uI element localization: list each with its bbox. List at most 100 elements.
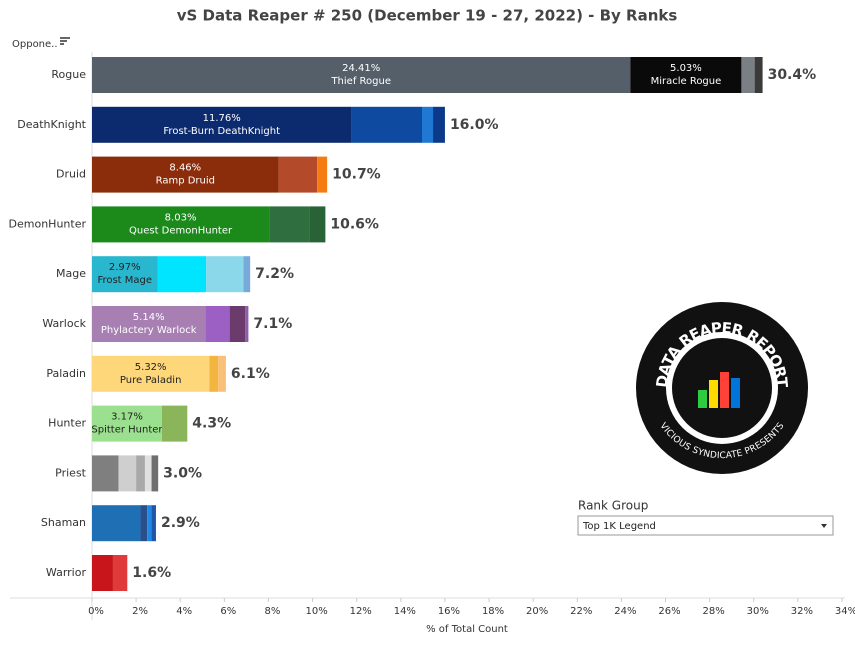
data-label: 8.03% (165, 212, 197, 223)
bar-segment (351, 106, 422, 143)
segment-name: Ramp Druid (156, 176, 215, 187)
x-tick-label: 34% (835, 606, 855, 617)
x-tick-label: 30% (747, 606, 769, 617)
bar-segment (144, 455, 152, 492)
bar-segment (309, 206, 326, 243)
bar-segment (161, 405, 188, 442)
bar-segment (112, 555, 128, 591)
x-tick-label: 26% (658, 606, 680, 617)
data-label: 2.97% (109, 262, 141, 273)
data-label: 5.32% (135, 362, 167, 373)
y-tick-label: Rogue (51, 68, 86, 81)
bar-segment (754, 57, 763, 93)
total-label: 16.0% (450, 117, 499, 133)
bar-segment (151, 505, 156, 542)
bar-segment (92, 206, 270, 243)
filter-label[interactable]: Oppone.. (12, 39, 58, 50)
y-tick-label: DemonHunter (9, 217, 87, 230)
logo: DATA REAPER REPORT VICIOUS SYNDICATE PRE… (636, 302, 808, 474)
total-label: 7.1% (253, 316, 292, 332)
bar-segment (157, 256, 207, 293)
y-tick-label: DeathKnight (17, 118, 86, 131)
y-tick-label: Shaman (41, 516, 86, 529)
segment-name: Pure Paladin (120, 375, 182, 386)
dropdown-arrow[interactable] (821, 524, 827, 528)
x-tick-label: 20% (526, 606, 548, 617)
bar-segment (92, 405, 162, 442)
x-tick-label: 16% (438, 606, 460, 617)
x-tick-label: 28% (703, 606, 725, 617)
bar-segment (205, 306, 230, 342)
bar-segment (278, 156, 318, 193)
chart-title: vS Data Reaper # 250 (December 19 - 27, … (177, 7, 678, 25)
segment-name: Quest DemonHunter (129, 225, 233, 236)
bar-segment (209, 355, 219, 392)
bar-segment (630, 57, 742, 93)
bar-segment (269, 206, 310, 243)
data-label: 5.14% (133, 312, 165, 323)
rank-group-title: Rank Group (578, 499, 648, 513)
total-label: 10.7% (332, 167, 381, 183)
y-tick-label: Priest (55, 466, 87, 479)
bar-segment (147, 505, 152, 542)
x-tick-label: 22% (570, 606, 592, 617)
bar-segment (92, 455, 119, 492)
bar-segment (422, 106, 434, 143)
segment-name: Frost Mage (97, 275, 152, 286)
data-label: 24.41% (342, 63, 380, 74)
bar-segment (118, 455, 137, 492)
rank-group-value[interactable]: Top 1K Legend (582, 521, 656, 532)
y-tick-label: Mage (56, 267, 86, 280)
bar-segment (741, 57, 755, 93)
x-tick-label: 6% (220, 606, 236, 617)
bar-segment (92, 106, 352, 143)
bar-segment (206, 256, 244, 293)
x-tick-label: 12% (350, 606, 372, 617)
bar-segment (92, 256, 158, 293)
x-tick-label: 14% (394, 606, 416, 617)
y-tick-label: Druid (56, 168, 86, 181)
bar-segment (92, 355, 210, 392)
x-tick-label: 18% (482, 606, 504, 617)
segment-name: Frost-Burn DeathKnight (163, 126, 280, 137)
x-tick-label: 8% (265, 606, 281, 617)
x-tick-label: 2% (132, 606, 148, 617)
bar-segment (218, 355, 226, 392)
bar-segment (136, 455, 145, 492)
bar-segment (92, 555, 113, 591)
x-tick-label: 24% (614, 606, 636, 617)
sort-icon[interactable] (60, 37, 70, 45)
data-label: 3.17% (111, 412, 143, 423)
total-label: 3.0% (163, 465, 202, 481)
total-label: 4.3% (192, 416, 231, 432)
x-axis-label: % of Total Count (426, 624, 508, 635)
bar-segment (229, 306, 246, 342)
segment-name: Spitter Hunter (91, 425, 163, 436)
bar-segment (92, 306, 206, 342)
x-tick-label: 4% (176, 606, 192, 617)
data-label: 5.03% (670, 63, 702, 74)
total-label: 6.1% (231, 366, 270, 382)
bar-segment (140, 505, 148, 542)
data-label: 8.46% (169, 163, 201, 174)
bar-segment (151, 455, 159, 492)
total-label: 30.4% (768, 67, 817, 83)
x-tick-label: 0% (88, 606, 104, 617)
y-tick-label: Paladin (46, 367, 86, 380)
bar-segment (433, 106, 445, 143)
y-tick-label: Warrior (46, 566, 87, 579)
y-tick-label: Warlock (42, 317, 86, 330)
x-tick-label: 10% (305, 606, 327, 617)
bar-segment (243, 256, 251, 293)
y-tick-label: Hunter (48, 417, 86, 430)
total-label: 1.6% (132, 565, 171, 581)
segment-name: Thief Rogue (330, 76, 391, 87)
bar-segment (92, 57, 631, 93)
bar-segment (92, 505, 141, 542)
total-label: 2.9% (161, 515, 200, 531)
rank-group-dropdown[interactable] (577, 515, 834, 536)
data-label: 11.76% (203, 113, 241, 124)
total-label: 10.6% (330, 216, 379, 232)
bar-segment (245, 306, 249, 342)
